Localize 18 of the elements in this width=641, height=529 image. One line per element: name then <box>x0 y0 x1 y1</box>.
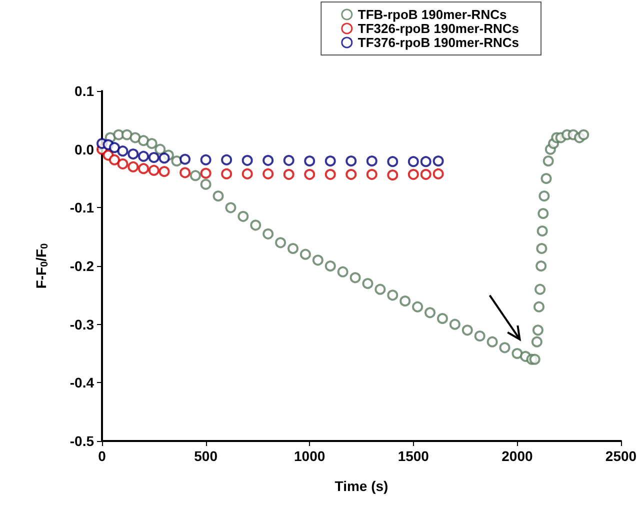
x-axis-title: Time (s) <box>334 478 388 494</box>
legend-label: TF326-rpoB 190mer-RNCs <box>358 21 520 36</box>
y-tick-label: -0.3 <box>70 316 94 332</box>
x-tick-label: 2000 <box>502 448 533 464</box>
x-tick-label: 1500 <box>398 448 430 464</box>
y-axis-title: F-F0/F0 <box>33 242 50 289</box>
x-tick-label: 1000 <box>294 448 326 464</box>
y-tick-label: 0.0 <box>74 141 94 158</box>
legend-label: TFB-rpoB 190mer-RNCs <box>358 7 507 22</box>
y-tick-label: 0.1 <box>74 83 94 99</box>
legend-label: TF376-rpoB 190mer-RNCs <box>358 35 520 50</box>
y-tick-label: -0.5 <box>70 433 94 449</box>
y-tick-label: -0.2 <box>70 258 94 274</box>
y-tick-label: -0.4 <box>70 374 94 391</box>
y-tick-label: -0.1 <box>70 200 94 216</box>
x-tick-label: 500 <box>194 448 218 464</box>
x-tick-label: 2500 <box>605 448 637 464</box>
x-tick-label: 0 <box>98 448 106 464</box>
